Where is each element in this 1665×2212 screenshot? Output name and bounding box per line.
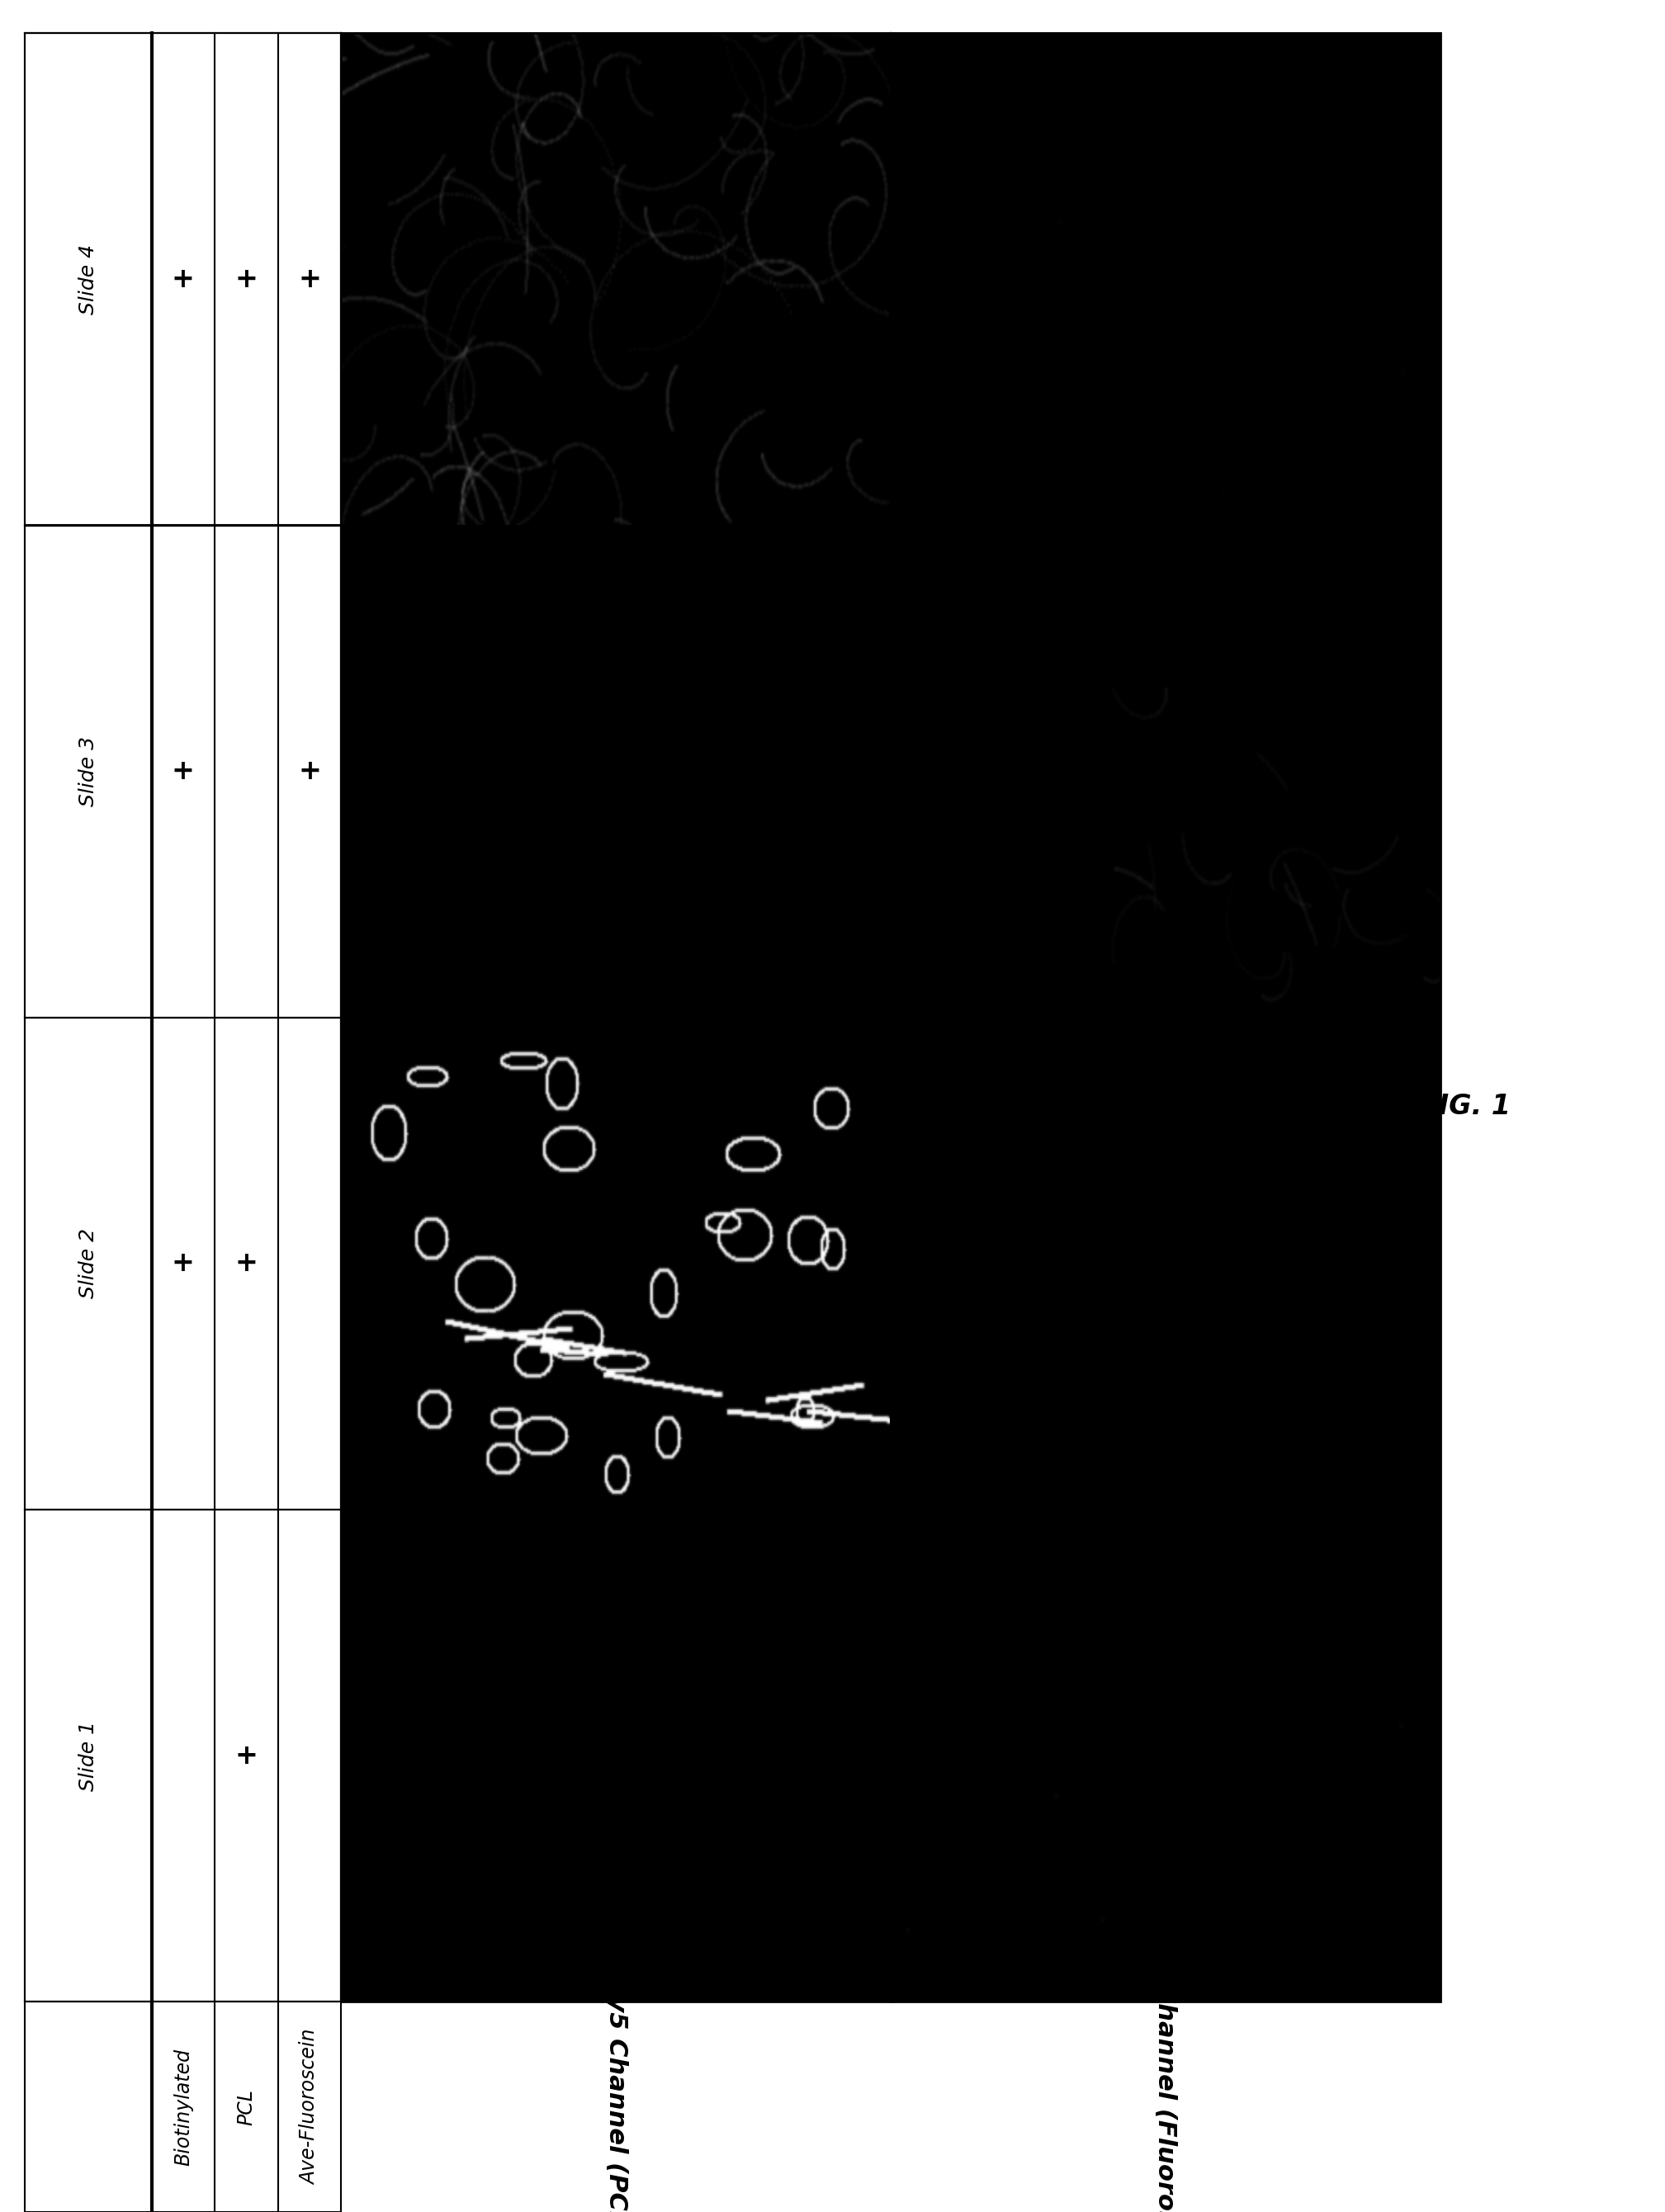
Text: +: + — [235, 1250, 258, 1276]
Text: Cy5 Channel (PCL): Cy5 Channel (PCL) — [604, 1975, 628, 2212]
Text: +: + — [298, 265, 321, 292]
Text: Slide 3: Slide 3 — [78, 737, 98, 807]
Text: GFP Channel (Fluoroscein): GFP Channel (Fluoroscein) — [1154, 1918, 1177, 2212]
Text: +: + — [171, 265, 195, 292]
Text: +: + — [171, 1250, 195, 1276]
Text: PCL: PCL — [236, 2088, 256, 2126]
Text: +: + — [235, 265, 258, 292]
Text: Biotinylated: Biotinylated — [173, 2048, 193, 2166]
Text: Slide 2: Slide 2 — [78, 1228, 98, 1298]
Text: Slide 1: Slide 1 — [78, 1721, 98, 1792]
Text: Ave-Fluoroscein: Ave-Fluoroscein — [300, 2028, 320, 2185]
Text: Slide 4: Slide 4 — [78, 243, 98, 314]
Text: +: + — [171, 759, 195, 785]
Text: FIG. 1: FIG. 1 — [1420, 1093, 1510, 1119]
Text: +: + — [235, 1743, 258, 1770]
Text: +: + — [298, 759, 321, 785]
